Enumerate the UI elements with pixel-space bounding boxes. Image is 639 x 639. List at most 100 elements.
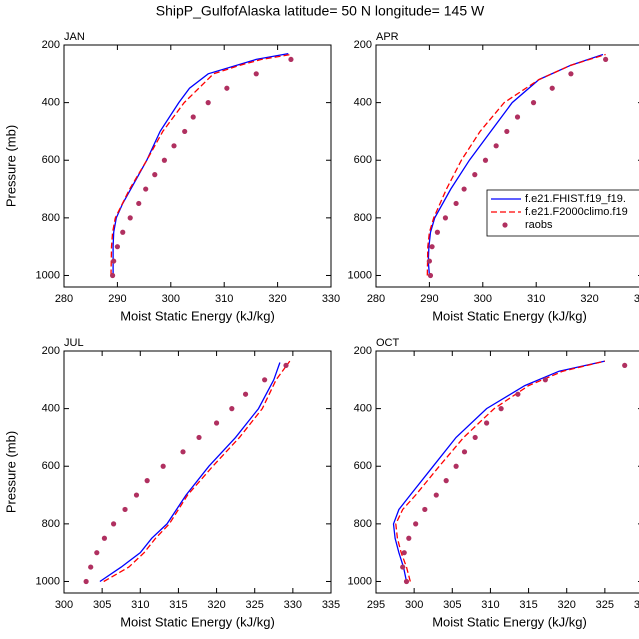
data-point — [88, 564, 94, 570]
data-point — [101, 535, 108, 541]
plot-frame — [375, 44, 639, 288]
data-point — [403, 578, 410, 585]
x-tick-label: 295 — [367, 599, 385, 611]
y-tick-label: 200 — [354, 345, 372, 357]
data-point — [413, 521, 419, 527]
data-point — [442, 215, 449, 221]
data-point — [288, 56, 294, 63]
x-tick-label: 310 — [215, 293, 233, 305]
x-tick-label: 280 — [55, 293, 73, 305]
data-point — [229, 406, 235, 412]
data-point — [213, 420, 220, 426]
data-point — [224, 85, 230, 91]
x-tick-label: 335 — [322, 599, 340, 611]
data-point — [400, 564, 406, 570]
data-point — [482, 157, 489, 163]
data-point — [180, 449, 186, 455]
data-point — [484, 420, 490, 426]
data-point — [242, 391, 249, 397]
x-axis-label: Moist Static Energy (kJ/kg) — [120, 308, 275, 323]
data-point — [161, 157, 167, 163]
data-point — [406, 535, 412, 541]
data-point — [443, 478, 449, 484]
data-point — [190, 114, 196, 120]
x-tick-label: 290 — [420, 293, 438, 305]
plot-area — [426, 53, 609, 279]
data-point — [429, 244, 435, 250]
data-line — [112, 52, 289, 276]
y-tick-label: 600 — [42, 154, 60, 166]
data-point — [152, 172, 158, 178]
y-tick-label: 800 — [42, 212, 60, 224]
data-point — [401, 550, 407, 556]
panel-subtitle: OCT — [376, 337, 400, 349]
x-tick-label: 320 — [207, 599, 225, 611]
y-tick-label: 600 — [354, 154, 372, 166]
data-point — [120, 229, 126, 235]
data-point — [530, 100, 537, 106]
data-point — [493, 143, 499, 149]
plot-area — [392, 360, 628, 585]
x-tick-label: 300 — [405, 599, 423, 611]
y-tick-label: 1000 — [348, 575, 372, 587]
panel: OCT 295 300 305 310 315 320 325 330 200 400 600 800 1… — [348, 337, 639, 629]
x-tick-label: 320 — [558, 599, 576, 611]
x-axis-label: Moist Static Energy (kJ/kg) — [432, 614, 587, 629]
panel-subtitle: JUL — [64, 337, 84, 349]
x-tick-label: 320 — [580, 293, 598, 305]
data-point — [143, 186, 149, 192]
data-point — [472, 172, 478, 178]
data-point — [498, 406, 504, 412]
data-point — [114, 244, 120, 250]
x-axis-label: Moist Static Energy (kJ/kg) — [432, 308, 587, 323]
data-point — [461, 186, 467, 192]
x-tick-label: 330 — [634, 293, 639, 305]
data-point — [122, 506, 128, 513]
x-tick-label: 280 — [367, 293, 385, 305]
data-point — [111, 258, 117, 264]
y-tick-label: 200 — [42, 345, 60, 357]
data-point — [472, 434, 478, 441]
data-line — [99, 362, 281, 583]
y-tick-label: 800 — [42, 518, 60, 530]
data-line — [103, 360, 291, 583]
data-point — [182, 128, 188, 135]
data-point — [110, 521, 117, 527]
panel: JUL 300 305 310 315 320 325 330 335 200 400 600 800 1… — [3, 337, 340, 630]
plot-frame — [375, 350, 639, 594]
legend: f.e21.FHIST.f19_f19.f.e21.F2000climo.f19… — [486, 189, 639, 237]
plot-area — [109, 52, 294, 279]
data-point — [434, 229, 441, 235]
y-tick-label: 1000 — [348, 269, 372, 281]
y-tick-label: 400 — [42, 403, 60, 415]
data-point — [253, 71, 259, 77]
x-tick-label: 305 — [93, 599, 111, 611]
x-tick-label: 315 — [169, 599, 187, 611]
x-tick-label: 330 — [284, 599, 302, 611]
data-point — [171, 143, 177, 149]
data-point — [504, 128, 510, 135]
data-line — [110, 53, 292, 276]
x-tick-label: 305 — [443, 599, 461, 611]
y-tick-label: 400 — [354, 97, 372, 109]
data-point — [422, 506, 428, 513]
x-tick-label: 325 — [596, 599, 614, 611]
data-point — [109, 272, 116, 279]
data-point — [205, 100, 211, 106]
data-point — [453, 463, 459, 469]
data-point — [196, 434, 202, 441]
plot-frame — [63, 350, 332, 594]
data-point — [283, 362, 289, 369]
x-tick-label: 310 — [527, 293, 545, 305]
y-axis-label: Pressure (mb) — [3, 125, 18, 207]
legend-box — [486, 189, 639, 237]
data-point — [83, 578, 89, 585]
data-point — [94, 550, 100, 556]
data-point — [433, 492, 439, 498]
x-tick-label: 320 — [268, 293, 286, 305]
data-line — [392, 360, 606, 582]
x-tick-label: 330 — [634, 599, 639, 611]
data-point — [127, 215, 133, 221]
data-point — [144, 478, 150, 484]
